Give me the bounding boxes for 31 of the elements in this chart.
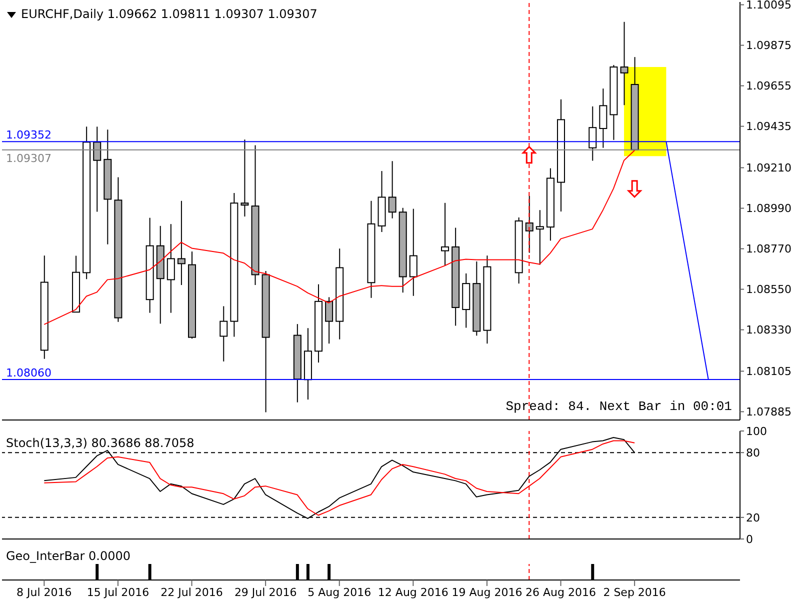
- y-tick-label: 1.09435: [746, 120, 792, 134]
- x-tick-label: 2 Sep 2016: [603, 586, 666, 599]
- ref-line-label: 1.09352: [6, 128, 52, 142]
- y-tick-label: 1.08330: [746, 324, 792, 337]
- y-tick-label: 1.08770: [746, 242, 792, 256]
- y-tick-label: 1.07885: [746, 406, 792, 419]
- x-tick-label: 15 Jul 2016: [86, 586, 150, 599]
- chart-title: Stoch(13,3,3) 80.3686 88.7058: [6, 436, 194, 450]
- y-tick-label: 1.08550: [746, 283, 792, 296]
- y-tick-label: 1.09875: [746, 39, 792, 52]
- x-tick-label: 29 Jul 2016: [234, 586, 297, 599]
- text: EURCHF,Daily 1.09662 1.09811 1.09307 1.09307: [21, 7, 318, 21]
- y-tick-label: 1.08105: [746, 365, 792, 378]
- y-tick-label: 20: [746, 511, 760, 524]
- y-tick-label: 1.09210: [746, 162, 792, 175]
- x-tick-label: 26 Aug 2016: [526, 586, 596, 599]
- ref-line-label: 1.08060: [6, 366, 52, 380]
- x-tick-label: 19 Aug 2016: [452, 586, 522, 599]
- y-tick-label: 1.10095: [746, 0, 792, 12]
- y-tick-label: 1.08990: [746, 202, 792, 216]
- y-tick-label: 100: [746, 424, 767, 438]
- y-tick-label: 0: [746, 532, 753, 546]
- x-tick-label: 5 Aug 2016: [308, 586, 372, 599]
- x-tick-label: 8 Jul 2016: [16, 586, 72, 599]
- chart-title: Geo_InterBar 0.0000: [6, 549, 131, 563]
- annotation: Spread: 84. Next Bar in 00:01: [506, 399, 732, 414]
- y-tick-label: 1.09655: [746, 80, 792, 93]
- y-tick-label: 80: [746, 446, 760, 460]
- x-tick-label: 22 Jul 2016: [160, 586, 223, 599]
- ref-line-label: 1.09307: [6, 152, 52, 165]
- x-tick-label: 12 Aug 2016: [378, 586, 448, 599]
